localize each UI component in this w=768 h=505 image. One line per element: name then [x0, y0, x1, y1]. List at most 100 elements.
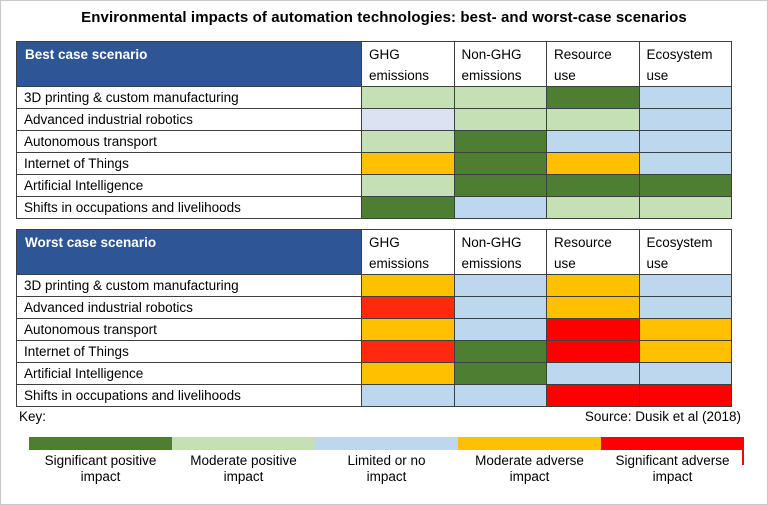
- impact-cell-limited: [546, 130, 640, 153]
- technology-label: Internet of Things: [16, 152, 362, 175]
- key-label: Key:: [19, 409, 47, 424]
- impact-cell-sig_pos: [453, 152, 547, 175]
- impact-cell-mod_adv: [546, 152, 640, 175]
- table-row: Autonomous transport: [16, 130, 732, 153]
- technology-label: 3D printing & custom manufacturing: [16, 274, 362, 297]
- impact-cell-sig_adv_warm: [361, 296, 455, 319]
- impact-cell-limited_light: [361, 108, 455, 131]
- column-header-line2: use: [646, 256, 669, 271]
- figure-title: Environmental impacts of automation tech…: [81, 9, 687, 26]
- technology-label: Shifts in occupations and livelihoods: [16, 384, 362, 407]
- legend-label-mod_adv: Moderate adverse impact: [475, 453, 584, 484]
- column-header-1: Non-GHG emissions: [453, 229, 547, 275]
- impact-cell-mod_pos: [361, 174, 455, 197]
- table-row: Advanced industrial robotics: [16, 108, 732, 131]
- legend-end-tick: [742, 448, 744, 465]
- legend-label-mod_pos: Moderate positive impact: [190, 453, 297, 484]
- impact-cell-limited: [453, 384, 547, 407]
- impact-cell-limited: [546, 362, 640, 385]
- legend-swatch-limited: [315, 437, 458, 450]
- key-row: Key: Source: Dusik et al (2018): [19, 409, 741, 424]
- impact-cell-mod_pos: [361, 86, 455, 109]
- impact-cell-sig_pos: [638, 174, 732, 197]
- impact-cell-mod_adv: [361, 362, 455, 385]
- impact-cell-sig_pos: [546, 174, 640, 197]
- column-header-3: Ecosystem use: [638, 41, 732, 87]
- column-header-line2: emissions: [369, 68, 430, 83]
- impact-cell-mod_adv: [546, 274, 640, 297]
- impact-cell-sig_pos: [453, 174, 547, 197]
- impact-cell-limited: [453, 296, 547, 319]
- impact-cell-mod_pos: [638, 196, 732, 219]
- table-row: Artificial Intelligence: [16, 362, 732, 385]
- impact-cell-limited: [453, 274, 547, 297]
- column-header-0: GHG emissions: [361, 41, 455, 87]
- impact-cell-limited: [638, 86, 732, 109]
- table-row: Shifts in occupations and livelihoods: [16, 384, 732, 407]
- column-header-line1: Non-GHG: [461, 47, 522, 62]
- impact-table-worst: Worst case scenario GHG emissions Non-GHG em…: [16, 229, 732, 407]
- impact-cell-sig_pos: [453, 340, 547, 363]
- technology-label: Autonomous transport: [16, 318, 362, 341]
- technology-label: Artificial Intelligence: [16, 362, 362, 385]
- column-header-line1: GHG: [369, 47, 400, 62]
- impact-cell-mod_adv: [361, 152, 455, 175]
- impact-cell-mod_adv: [638, 340, 732, 363]
- impact-cell-sig_adv: [546, 384, 640, 407]
- column-header-line1: Resource: [554, 47, 612, 62]
- impact-cell-limited: [453, 196, 547, 219]
- column-header-line2: use: [554, 68, 576, 83]
- impact-cell-sig_pos: [546, 86, 640, 109]
- column-header-2: Resource use: [546, 41, 640, 87]
- technology-label: Autonomous transport: [16, 130, 362, 153]
- table-row: Advanced industrial robotics: [16, 296, 732, 319]
- impact-cell-mod_pos: [546, 196, 640, 219]
- impact-cell-mod_adv: [361, 318, 455, 341]
- impact-cell-mod_pos: [361, 130, 455, 153]
- column-header-line2: emissions: [461, 68, 522, 83]
- table-row: Autonomous transport: [16, 318, 732, 341]
- impact-cell-limited: [453, 318, 547, 341]
- legend-swatch-mod_pos: [172, 437, 315, 450]
- table-row: 3D printing & custom manufacturing: [16, 86, 732, 109]
- column-header-3: Ecosystem use: [638, 229, 732, 275]
- impact-cell-sig_adv: [638, 384, 732, 407]
- legend-swatch-sig_adv: [601, 437, 744, 450]
- column-header-line2: use: [554, 256, 576, 271]
- impact-cell-mod_pos: [546, 108, 640, 131]
- column-header-2: Resource use: [546, 229, 640, 275]
- scenario-header: Worst case scenario: [16, 229, 362, 275]
- technology-label: 3D printing & custom manufacturing: [16, 86, 362, 109]
- impact-cell-limited: [638, 274, 732, 297]
- impact-cell-sig_pos: [361, 196, 455, 219]
- worst-case-table-container: Worst case scenario GHG emissions Non-GHG em…: [16, 229, 732, 407]
- technology-label: Internet of Things: [16, 340, 362, 363]
- impact-cell-mod_pos: [453, 108, 547, 131]
- impact-cell-mod_adv: [638, 318, 732, 341]
- technology-label: Artificial Intelligence: [16, 174, 362, 197]
- column-header-line1: Ecosystem: [646, 235, 713, 250]
- legend-swatch-mod_adv: [458, 437, 601, 450]
- impact-cell-limited: [638, 108, 732, 131]
- header-row: Best case scenario GHG emissions Non-GHG emi…: [16, 41, 732, 87]
- legend-color-bar: [29, 437, 744, 450]
- table-row: Internet of Things: [16, 340, 732, 363]
- impact-cell-sig_pos: [453, 362, 547, 385]
- column-header-1: Non-GHG emissions: [453, 41, 547, 87]
- impact-cell-sig_adv: [546, 318, 640, 341]
- table-row: Internet of Things: [16, 152, 732, 175]
- impact-cell-limited: [638, 362, 732, 385]
- scenario-header: Best case scenario: [16, 41, 362, 87]
- column-header-line1: Resource: [554, 235, 612, 250]
- column-header-line2: use: [646, 68, 669, 83]
- legend-label-sig_pos: Significant positive impact: [44, 453, 157, 484]
- column-header-line1: GHG: [369, 235, 400, 250]
- table-row: Artificial Intelligence: [16, 174, 732, 197]
- source-text: Source: Dusik et al (2018): [584, 409, 741, 424]
- impact-cell-sig_pos: [453, 130, 547, 153]
- header-row: Worst case scenario GHG emissions Non-GHG em…: [16, 229, 732, 275]
- legend-label-sig_adv: Significant adverse impact: [615, 453, 730, 484]
- column-header-line2: emissions: [369, 256, 430, 271]
- impact-table-best: Best case scenario GHG emissions Non-GHG emi…: [16, 41, 732, 219]
- best-case-table-container: Best case scenario GHG emissions Non-GHG emi…: [16, 41, 732, 219]
